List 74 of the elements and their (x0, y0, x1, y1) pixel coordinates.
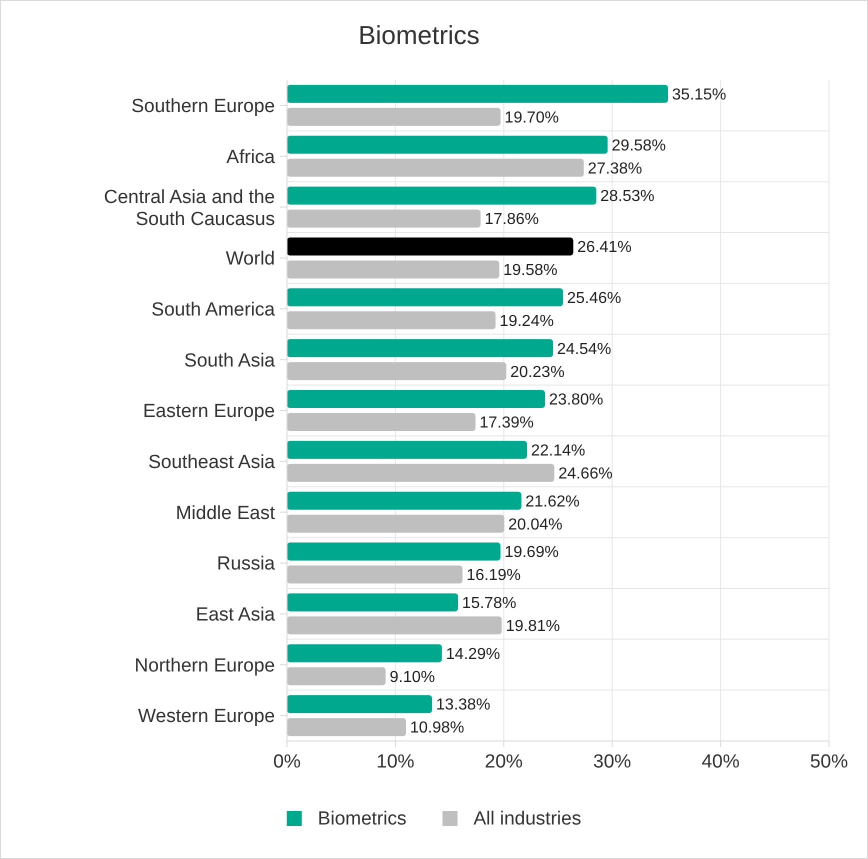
legend-label: Biometrics (318, 808, 406, 830)
data-label: 35.15% (672, 86, 726, 104)
bar (287, 210, 481, 228)
bar (287, 695, 432, 714)
chart-title: Biometrics (358, 20, 480, 50)
data-label: 20.23% (510, 364, 565, 381)
bar (287, 413, 476, 431)
y-tick-label: Southeast Asia (148, 452, 276, 473)
bar (287, 593, 458, 612)
y-tick-label: Northern Europe (134, 655, 275, 676)
y-tick-label: Southern Europe (131, 96, 275, 118)
bar (287, 566, 462, 584)
x-tick-label: 10% (376, 752, 415, 773)
x-tick-label: 0% (273, 752, 301, 773)
bar (287, 667, 386, 686)
data-label: 24.66% (558, 465, 613, 482)
y-tick-label: Eastern Europe (142, 401, 275, 422)
y-tick-label: World (226, 248, 275, 270)
data-label: 10.98% (410, 720, 464, 737)
bar (287, 158, 584, 177)
data-label: 17.86% (484, 211, 539, 228)
data-label: 17.39% (480, 414, 534, 432)
y-tick-label: South America (151, 299, 276, 320)
bar (287, 136, 608, 154)
bar (287, 514, 504, 533)
data-label: 16.19% (466, 567, 521, 584)
data-label: 19.69% (504, 544, 559, 562)
bar (287, 237, 574, 256)
y-tick-label: South Asia (184, 350, 276, 372)
data-label: 25.46% (566, 290, 622, 307)
data-label: 19.81% (506, 618, 560, 635)
bar (287, 718, 406, 736)
data-label: 19.58% (503, 262, 558, 280)
y-tick-label: Middle East (176, 502, 276, 524)
y-tick-label: Western Europe (138, 706, 275, 728)
bar (287, 616, 502, 634)
x-tick-label: 20% (484, 752, 523, 773)
data-label: 23.80% (548, 392, 604, 409)
data-label: 22.14% (531, 442, 586, 460)
bar (287, 339, 554, 358)
data-label: 24.54% (557, 340, 612, 358)
bar (287, 311, 496, 330)
bar (287, 464, 554, 482)
y-tick-label: Central Asia and the South Caucasus (104, 186, 275, 230)
bar (287, 288, 563, 306)
bar (287, 362, 506, 380)
legend-label: All industries (473, 808, 582, 830)
x-tick-label: 40% (702, 752, 740, 773)
data-label: 28.53% (600, 188, 655, 206)
bar (287, 492, 522, 510)
data-label: 26.41% (577, 239, 632, 256)
bar (287, 84, 668, 103)
bar (287, 644, 442, 662)
bar (287, 186, 596, 205)
data-label: 15.78% (462, 594, 516, 612)
y-tick-label: Africa (226, 146, 276, 168)
data-label: 21.62% (525, 493, 580, 510)
data-label: 19.70% (504, 110, 559, 127)
bar (287, 260, 500, 278)
y-tick-label: Russia (216, 554, 276, 575)
bar (287, 542, 500, 561)
x-tick-label: 30% (593, 752, 632, 773)
data-label: 9.10% (390, 668, 436, 686)
data-label: 13.38% (436, 696, 490, 714)
data-label: 29.58% (612, 137, 666, 154)
bar (287, 440, 527, 459)
data-label: 27.38% (588, 160, 642, 178)
y-tick-label: East Asia (196, 604, 276, 626)
x-tick-label: 50% (810, 752, 848, 773)
data-label: 14.29% (446, 646, 500, 663)
bar (287, 108, 501, 126)
bar (287, 390, 545, 408)
data-label: 19.24% (500, 312, 554, 330)
data-label: 20.04% (508, 516, 562, 534)
